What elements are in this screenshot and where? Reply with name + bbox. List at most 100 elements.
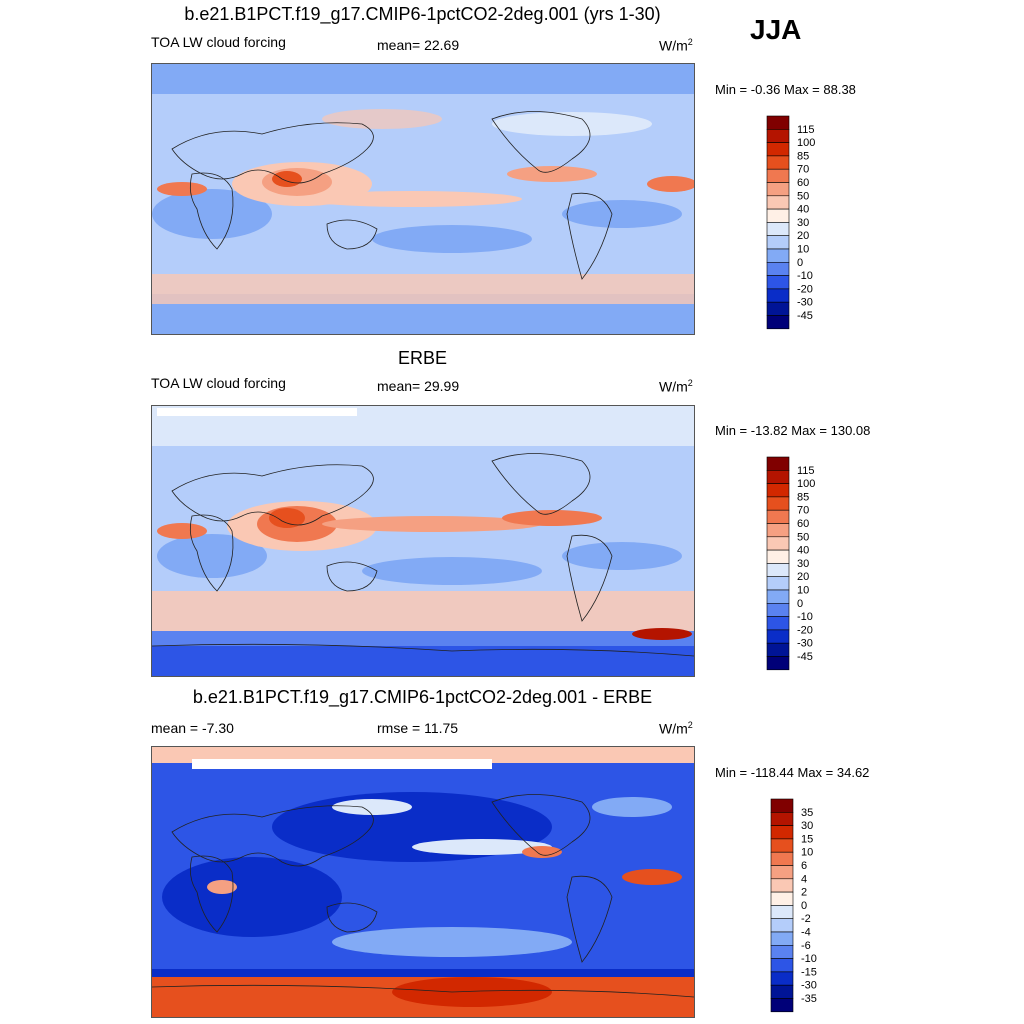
colorbar-tick-label: -10 (797, 611, 813, 623)
colorbar-swatch (766, 262, 790, 276)
colorbar-swatch (766, 496, 790, 511)
panel-2-minmax: Min = -13.82 Max = 130.08 (715, 423, 871, 438)
colorbar-swatch (766, 168, 790, 183)
colorbar-tick-label: 20 (797, 571, 809, 583)
colorbar-tick-label: -15 (801, 966, 817, 978)
colorbar-tick-label: 70 (797, 505, 809, 517)
colorbar-swatch (770, 958, 794, 973)
colorbar-tick-label: 10 (797, 244, 809, 256)
panel-1-center-label: mean= 22.69 (377, 37, 460, 53)
panel-1-title: b.e21.B1PCT.f19_g17.CMIP6-1pctCO2-2deg.0… (184, 4, 661, 24)
colorbar-tick-label: -35 (801, 993, 817, 1005)
colorbar-swatch (770, 865, 794, 880)
panel-3-center-label: rmse = 11.75 (377, 720, 459, 736)
colorbar-swatch (766, 155, 790, 170)
colorbar-tick-label: 4 (801, 873, 807, 885)
colorbar-swatch (770, 798, 794, 813)
colorbar-tick-label: 30 (801, 820, 813, 832)
colorbar-swatch (766, 656, 790, 671)
colorbar-tick-label: 0 (801, 900, 807, 912)
panel-3-minmax: Min = -118.44 Max = 34.62 (715, 765, 870, 780)
colorbar-swatch (766, 208, 790, 223)
panel-2-map (151, 405, 695, 677)
colorbar-tick-label: 100 (797, 478, 815, 490)
panel-1-minmax: Min = -0.36 Max = 88.38 (715, 82, 856, 97)
colorbar-swatch (770, 998, 794, 1013)
panel-2-colorbar: 115 100 85 70 60 50 40 30 20 10 0 -10 -20 -30 -45 (766, 456, 847, 671)
colorbar-swatch (770, 825, 794, 840)
colorbar-tick-label: 115 (797, 124, 815, 136)
panel-3-units: W/m2 (659, 720, 693, 737)
colorbar-tick-label: 60 (797, 518, 809, 530)
colorbar-swatch (766, 315, 790, 330)
panel-3-map (151, 746, 695, 1018)
colorbar-tick-label: 6 (801, 860, 807, 872)
colorbar-tick-label: -20 (797, 283, 813, 295)
panel-3-title: b.e21.B1PCT.f19_g17.CMIP6-1pctCO2-2deg.0… (192, 687, 653, 707)
colorbar-swatch (766, 523, 790, 538)
colorbar-tick-label: -30 (797, 638, 813, 650)
colorbar-tick-label: 30 (797, 558, 809, 570)
colorbar-swatch (770, 812, 794, 826)
colorbar-swatch (766, 576, 790, 591)
panel-1-units: W/m2 (659, 37, 693, 54)
colorbar-swatch (766, 589, 790, 604)
colorbar-swatch (766, 235, 790, 250)
colorbar-tick-label: -2 (801, 913, 811, 925)
colorbar-tick-label: 50 (797, 190, 809, 202)
colorbar-swatch (766, 483, 790, 498)
colorbar-swatch (766, 470, 790, 484)
colorbar-swatch (766, 288, 790, 303)
colorbar-tick-label: -4 (801, 927, 811, 939)
panel-2-center-label: mean= 29.99 (377, 378, 460, 394)
colorbar-swatch (766, 301, 790, 316)
colorbar-swatch (770, 891, 794, 906)
colorbar-tick-label: 100 (797, 137, 815, 149)
colorbar-tick-label: 70 (797, 164, 809, 176)
colorbar-tick-label: -10 (797, 270, 813, 282)
colorbar-tick-label: 40 (797, 204, 809, 216)
colorbar-tick-label: 35 (801, 807, 813, 819)
colorbar-swatch (770, 905, 794, 920)
colorbar-swatch (766, 509, 790, 524)
colorbar-swatch (766, 549, 790, 564)
colorbar-swatch (766, 642, 790, 657)
colorbar-swatch (770, 851, 794, 866)
colorbar-swatch (770, 838, 794, 853)
panel-1-colorbar: 115 100 85 70 60 50 40 30 20 10 0 -10 -20 -30 -45 (766, 115, 847, 330)
colorbar-tick-label: 60 (797, 177, 809, 189)
panel-2-units: W/m2 (659, 378, 693, 395)
colorbar-tick-label: 115 (797, 465, 815, 477)
colorbar-tick-label: 10 (801, 847, 813, 859)
colorbar-swatch (766, 195, 790, 210)
panel-2-title: ERBE (397, 348, 448, 368)
panel-3-left-label: mean = -7.30 (151, 720, 234, 736)
colorbar-swatch (770, 931, 794, 946)
colorbar-tick-label: 0 (797, 257, 803, 269)
colorbar-tick-label: 10 (797, 585, 809, 597)
panel-1-left-label: TOA LW cloud forcing (151, 34, 286, 50)
colorbar-swatch (770, 918, 794, 933)
colorbar-tick-label: 30 (797, 217, 809, 229)
colorbar-swatch (770, 971, 794, 986)
colorbar-swatch (766, 182, 790, 197)
colorbar-tick-label: 20 (797, 230, 809, 242)
colorbar-swatch (770, 984, 794, 999)
colorbar-tick-label: -45 (797, 310, 813, 322)
colorbar-tick-label: -30 (801, 980, 817, 992)
colorbar-tick-label: 40 (797, 545, 809, 557)
colorbar-swatch (766, 142, 790, 157)
colorbar-swatch (770, 945, 794, 959)
panel-1-map (151, 63, 695, 335)
colorbar-swatch (766, 603, 790, 617)
colorbar-tick-label: -20 (797, 624, 813, 636)
colorbar-swatch (766, 248, 790, 263)
colorbar-tick-label: 2 (801, 887, 807, 899)
colorbar-tick-label: -45 (797, 651, 813, 663)
colorbar-swatch (766, 129, 790, 143)
colorbar-tick-label: 85 (797, 491, 809, 503)
colorbar-tick-label: 15 (801, 833, 813, 845)
colorbar-swatch (766, 222, 790, 237)
colorbar-tick-label: 85 (797, 150, 809, 162)
colorbar-swatch (766, 275, 790, 290)
